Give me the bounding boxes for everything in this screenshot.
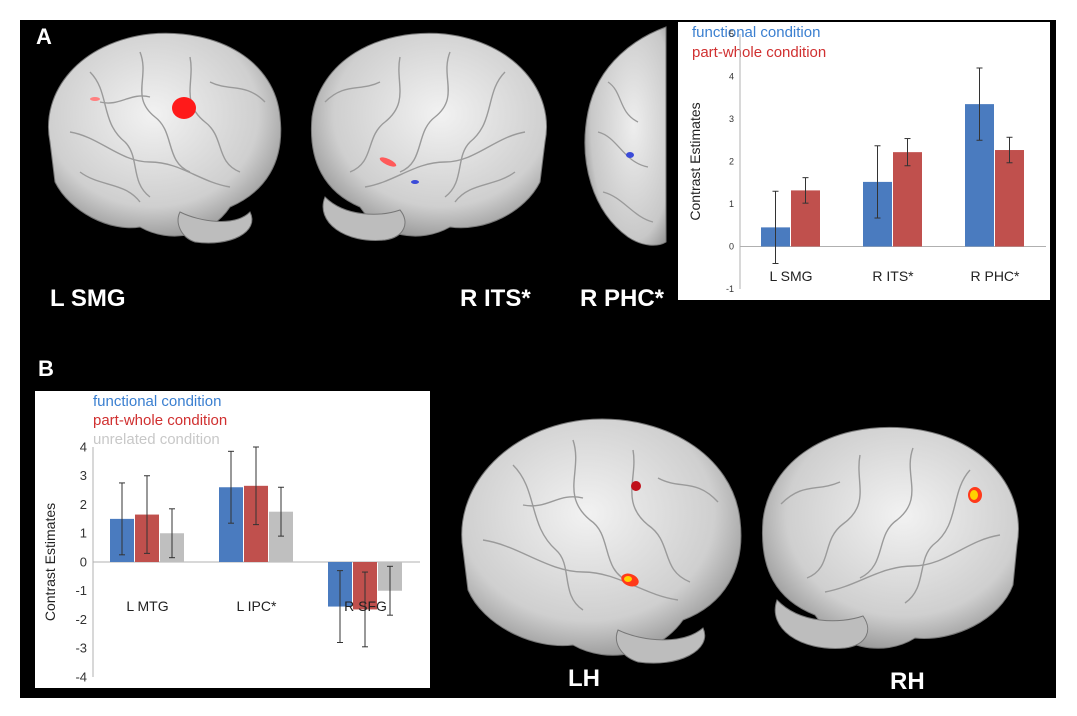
bar (893, 152, 922, 247)
y-tick-label: 2 (729, 157, 734, 167)
brain-lateral-right-image (310, 32, 547, 241)
y-tick-label: 0 (729, 242, 734, 252)
category-label: L SMG (769, 268, 812, 284)
region-label-r-phc: R PHC* (580, 285, 665, 312)
y-tick-label: 5 (729, 29, 734, 39)
legend-functional: functional condition (692, 24, 821, 41)
brain-rh-image (761, 426, 1019, 649)
category-label: R ITS* (872, 268, 914, 284)
chart-b-plot: 4 3 2 1 0 -1 -2 -3 -4 Contrast Estimates L MTG L IP… (42, 439, 420, 684)
chart-a-plot: 5 4 3 2 1 0 -1 Contrast Estimates L SMG R ITS* R P… (687, 29, 1046, 294)
region-label-l-smg: L SMG (50, 285, 126, 312)
activation-blob (970, 490, 978, 500)
activation-blob (631, 481, 641, 491)
chart-a: functional condition part-whole conditio… (678, 22, 1050, 300)
y-axis-label: Contrast Estimates (687, 102, 703, 220)
y-tick-label: -1 (726, 284, 734, 294)
panel-a-letter: A (36, 24, 52, 49)
y-tick-label: 4 (729, 72, 734, 82)
brain-ventral-image (584, 26, 667, 246)
y-tick-label: 4 (80, 439, 87, 454)
legend-functional: functional condition (93, 393, 222, 410)
y-tick-label: 1 (80, 526, 87, 541)
brain-lh-image (461, 418, 742, 664)
legend-unrelated: unrelated condition (93, 431, 220, 448)
activation-blob (379, 157, 397, 167)
y-tick-label: 0 (80, 554, 87, 569)
region-label-r-its: R ITS* (460, 285, 531, 312)
y-tick-label: -3 (75, 641, 87, 656)
panel-b-letter: B (38, 356, 54, 381)
activation-blob (624, 576, 632, 582)
category-label: R PHC* (970, 268, 1020, 284)
activation-blob (411, 180, 419, 184)
y-tick-label: 3 (80, 468, 87, 483)
y-tick-label: 1 (729, 199, 734, 209)
y-axis-label: Contrast Estimates (42, 503, 58, 621)
brain-lateral-left-image (48, 32, 282, 244)
hemisphere-label-lh: LH (568, 665, 600, 692)
y-tick-label: 2 (80, 497, 87, 512)
activation-blob (172, 97, 196, 119)
chart-b: functional condition part-whole conditio… (35, 391, 430, 688)
activation-blob (90, 97, 100, 101)
category-label: R SFG (344, 598, 387, 614)
legend-part-whole: part-whole condition (692, 44, 827, 61)
hemisphere-label-rh: RH (890, 668, 925, 695)
y-tick-label: 3 (729, 114, 734, 124)
y-tick-label: -4 (75, 669, 87, 684)
legend-part-whole: part-whole condition (93, 412, 228, 429)
category-label: L MTG (126, 598, 168, 614)
activation-blob (626, 152, 634, 158)
y-tick-label: -1 (75, 583, 87, 598)
bar (995, 150, 1024, 247)
y-tick-label: -2 (75, 612, 87, 627)
category-label: L IPC* (237, 598, 277, 614)
